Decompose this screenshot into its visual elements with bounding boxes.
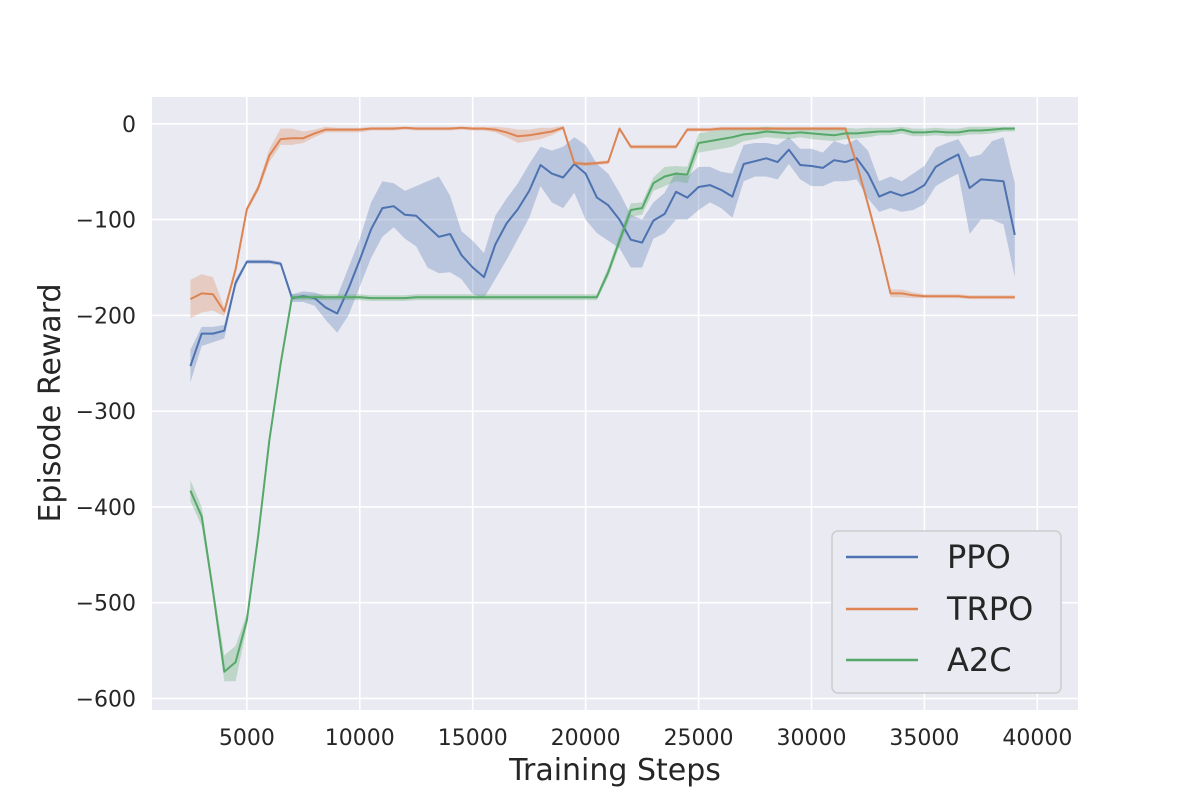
x-tick-label: 5000: [219, 726, 275, 751]
y-axis-label: Episode Reward: [33, 283, 68, 522]
series-lines: [189, 126, 1016, 673]
grid-lines: [152, 97, 1078, 710]
legend-label-trpo: TRPO: [946, 590, 1033, 628]
y-tick-label: −600: [76, 688, 136, 713]
legend-box: [831, 530, 1062, 694]
y-tick-label: −500: [76, 592, 136, 617]
y-tick-labels: 0 −100 −200 −300 −400 −500 −600: [76, 113, 136, 713]
y-tick-label: −300: [76, 400, 136, 425]
x-tick-label: 20000: [551, 726, 621, 751]
x-tick-label: 40000: [1002, 726, 1072, 751]
confidence-bands: [190, 125, 1015, 682]
x-tick-label: 30000: [776, 726, 846, 751]
band-trpo: [190, 125, 1015, 319]
x-tick-label: 15000: [438, 726, 508, 751]
line-ppo: [189, 148, 1016, 367]
x-tick-label: 35000: [889, 726, 959, 751]
band-ppo: [190, 137, 1015, 383]
x-tick-labels: 5000 10000 15000 20000 25000 30000 35000 40000: [219, 726, 1072, 751]
legend: PPO TRPO A2C: [831, 530, 1062, 694]
legend-label-ppo: PPO: [947, 538, 1011, 576]
legend-label-a2c: A2C: [947, 641, 1012, 679]
x-tick-label: 25000: [664, 726, 734, 751]
x-axis-label: Training Steps: [508, 753, 721, 788]
y-tick-label: −200: [76, 304, 136, 329]
y-tick-label: −100: [76, 209, 136, 234]
y-tick-label: 0: [122, 113, 136, 138]
line-trpo: [189, 126, 1015, 313]
y-tick-label: −400: [76, 496, 136, 521]
line-a2c: [189, 127, 1015, 673]
x-tick-label: 10000: [325, 726, 395, 751]
